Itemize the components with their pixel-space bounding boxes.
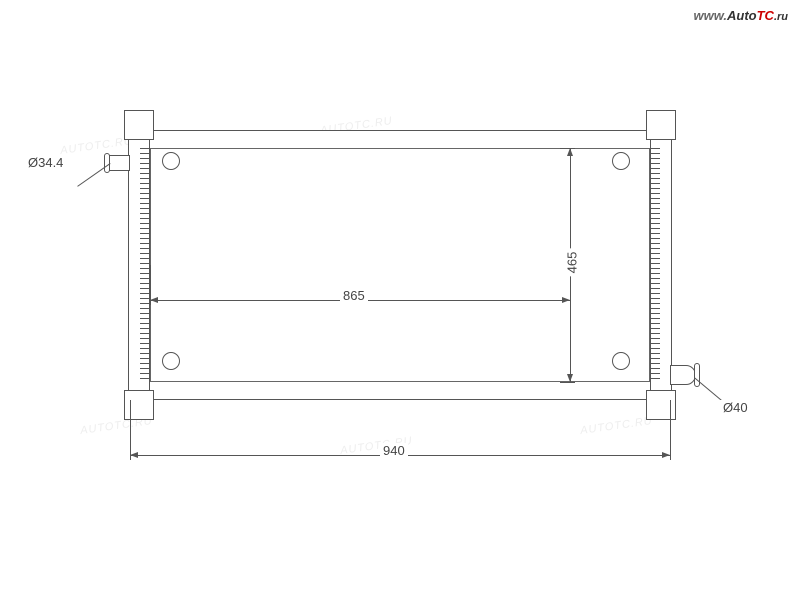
ext-line xyxy=(670,400,671,460)
bracket-top-right xyxy=(646,110,676,140)
logo-auto: Auto xyxy=(727,8,757,23)
bracket-bottom-right xyxy=(646,390,676,420)
ext-line xyxy=(560,382,575,383)
outer-width-label: 940 xyxy=(380,443,408,458)
arrow-icon xyxy=(130,452,138,458)
logo-www: www. xyxy=(694,8,727,23)
site-logo: www.AutoTC.ru xyxy=(694,8,788,23)
mount-hole xyxy=(612,152,630,170)
mount-hole xyxy=(612,352,630,370)
core-fins-right xyxy=(650,148,660,382)
inlet-port xyxy=(108,155,130,171)
logo-tc: TC xyxy=(757,8,774,23)
outlet-port xyxy=(670,365,696,385)
ext-line xyxy=(130,400,131,460)
logo-ru: .ru xyxy=(774,11,788,23)
height-label: 465 xyxy=(564,249,579,277)
mount-hole xyxy=(162,152,180,170)
outlet-diameter-label: Ø40 xyxy=(720,400,751,415)
diagram-stage: Ø34.4 Ø40 865 465 940 xyxy=(80,100,720,500)
inlet-diameter-label: Ø34.4 xyxy=(25,155,66,170)
outlet-lip xyxy=(694,363,700,387)
core-fins-left xyxy=(140,148,150,382)
arrow-icon xyxy=(562,297,570,303)
mount-hole xyxy=(162,352,180,370)
arrow-icon xyxy=(567,148,573,156)
inlet-leader xyxy=(77,163,110,187)
arrow-icon xyxy=(150,297,158,303)
arrow-icon xyxy=(567,374,573,382)
inner-width-label: 865 xyxy=(340,288,368,303)
arrow-icon xyxy=(662,452,670,458)
bracket-top-left xyxy=(124,110,154,140)
bracket-bottom-left xyxy=(124,390,154,420)
